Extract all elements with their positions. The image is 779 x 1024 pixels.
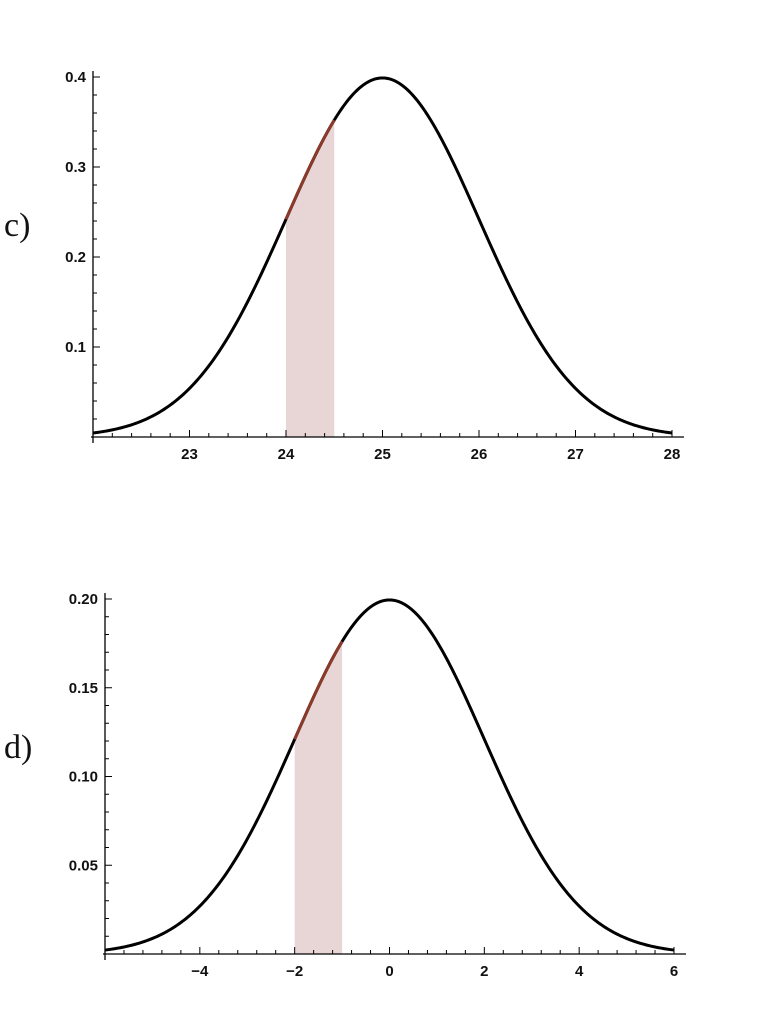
y-tick-label: 0.05 (69, 857, 98, 874)
density-curve (104, 598, 675, 952)
y-tick-label: 0.2 (65, 249, 86, 266)
x-tick-label: −4 (191, 963, 209, 980)
panel-label: d) (4, 729, 32, 766)
shaded-area (286, 120, 335, 437)
x-tick-label: 4 (575, 963, 584, 980)
x-tick-label: 2 (480, 963, 488, 980)
x-tick-label: 23 (181, 446, 198, 463)
panel-label: c) (4, 207, 30, 244)
x-tick-label: 28 (664, 446, 681, 463)
x-tick-label: −2 (286, 963, 303, 980)
x-tick-label: 24 (278, 446, 295, 463)
y-tick-label: 0.15 (69, 680, 98, 697)
shaded-curve-segment (293, 640, 344, 740)
y-tick-label: 0.20 (69, 591, 98, 608)
x-tick-label: 26 (471, 446, 488, 463)
x-tick-label: 0 (385, 963, 393, 980)
x-tick-label: 25 (374, 446, 391, 463)
x-tick-label: 6 (670, 963, 678, 980)
shaded-curve-segment (284, 119, 336, 220)
shaded-area (294, 641, 343, 954)
chart-panel-d: d) −4 −2 0 2 4 6 0.05 0.10 0.15 0.20 (4, 591, 686, 980)
y-tick-label: 0.3 (65, 159, 86, 176)
chart-panel-c: c) 23 24 25 26 27 28 0.1 0.2 0.3 0.4 (4, 69, 684, 463)
y-tick-label: 0.10 (69, 769, 98, 786)
x-tick-label: 27 (567, 446, 584, 463)
y-tick-label: 0.4 (65, 69, 87, 86)
density-curve (92, 76, 673, 435)
y-tick-label: 0.1 (65, 339, 86, 356)
